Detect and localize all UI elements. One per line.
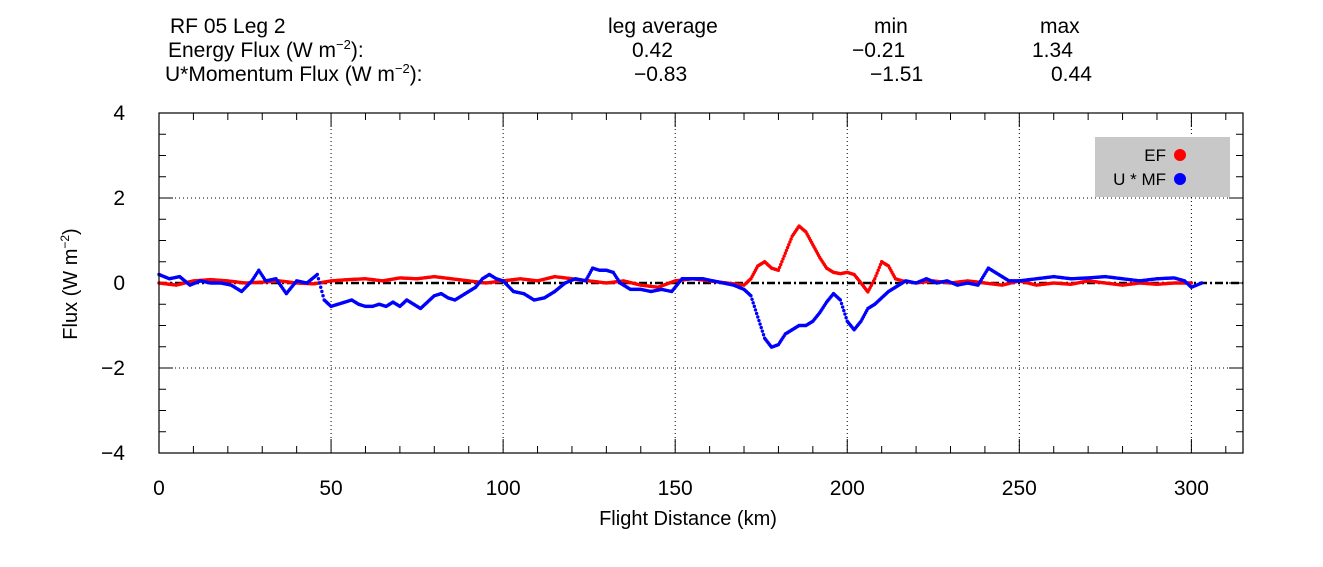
momentum-flux-min: −1.51 bbox=[870, 63, 923, 86]
tick-labels: 0 50 100 150 200 250 300 −4 −2 0 2 4 bbox=[101, 102, 1209, 500]
min-header: min bbox=[874, 15, 908, 38]
data-point bbox=[756, 315, 760, 319]
data-point bbox=[873, 277, 877, 281]
x-tick-label: 250 bbox=[1002, 477, 1037, 500]
x-tick-label: 200 bbox=[830, 477, 865, 500]
data-point bbox=[751, 301, 755, 305]
data-point bbox=[788, 240, 792, 244]
data-point bbox=[760, 329, 765, 333]
x-tick-label: 300 bbox=[1174, 477, 1209, 500]
data-point bbox=[843, 312, 847, 316]
series-umf bbox=[157, 266, 1204, 349]
series-points bbox=[157, 224, 1204, 349]
leg-title: RF 05 Leg 2 bbox=[170, 15, 286, 38]
y-axis-title: Flux (W m−2) bbox=[58, 228, 82, 339]
data-point bbox=[877, 265, 882, 270]
data-point bbox=[754, 311, 759, 316]
y-tick-label: −4 bbox=[101, 442, 125, 465]
x-axis-title: Flight Distance (km) bbox=[599, 508, 777, 530]
energy-flux-average: 0.42 bbox=[632, 39, 673, 62]
data-point bbox=[787, 243, 791, 247]
legend-umf-marker bbox=[1174, 173, 1186, 185]
data-point bbox=[1200, 281, 1204, 285]
data-point bbox=[316, 277, 321, 281]
data-point bbox=[783, 251, 788, 255]
x-tick-label: 150 bbox=[658, 477, 693, 500]
momentum-flux-label: U*Momentum Flux (W m−2): bbox=[165, 61, 423, 86]
data-point bbox=[758, 322, 762, 326]
data-point bbox=[776, 268, 781, 272]
data-point bbox=[789, 237, 793, 241]
legend-ef-marker bbox=[1174, 149, 1186, 161]
plot-frame bbox=[158, 112, 1244, 454]
data-point bbox=[839, 301, 844, 306]
data-point bbox=[1189, 281, 1194, 285]
data-point bbox=[321, 294, 325, 298]
data-point bbox=[749, 294, 753, 298]
axis-ticks bbox=[158, 112, 1243, 454]
data-point bbox=[750, 297, 754, 301]
data-point bbox=[781, 257, 785, 261]
data-point bbox=[779, 262, 783, 267]
data-point bbox=[753, 308, 758, 312]
y-tick-label: 4 bbox=[113, 102, 125, 125]
legend-ef-label: EF bbox=[1144, 146, 1166, 165]
energy-flux-min: −0.21 bbox=[852, 39, 905, 62]
data-point bbox=[759, 325, 763, 330]
data-point bbox=[752, 304, 757, 309]
energy-flux-label: Energy Flux (W m−2): bbox=[168, 37, 364, 62]
data-point bbox=[842, 308, 846, 313]
header-stats: RF 05 Leg 2 leg average min max Energy F… bbox=[165, 15, 1092, 86]
data-point bbox=[784, 248, 789, 253]
legend: EF U * MF bbox=[1095, 137, 1230, 197]
momentum-flux-max: 0.44 bbox=[1051, 63, 1092, 86]
data-point bbox=[320, 289, 324, 294]
data-point bbox=[777, 265, 782, 270]
x-tick-label: 100 bbox=[486, 477, 521, 500]
legend-background bbox=[1095, 137, 1230, 197]
x-tick-label: 50 bbox=[319, 477, 342, 500]
y-tick-label: 2 bbox=[113, 187, 125, 210]
data-point bbox=[840, 305, 845, 309]
y-tick-label: 0 bbox=[113, 272, 125, 295]
energy-flux-max: 1.34 bbox=[1032, 39, 1073, 62]
data-point bbox=[315, 272, 319, 277]
data-point bbox=[317, 281, 322, 285]
data-point bbox=[782, 254, 786, 258]
momentum-flux-average: −0.83 bbox=[634, 63, 687, 86]
max-header: max bbox=[1040, 15, 1080, 38]
y-tick-label: −2 bbox=[101, 357, 125, 380]
data-point bbox=[878, 262, 883, 267]
data-point bbox=[874, 274, 878, 278]
data-point bbox=[876, 268, 880, 272]
data-point bbox=[780, 260, 784, 264]
data-point bbox=[844, 316, 848, 320]
legend-umf-label: U * MF bbox=[1113, 170, 1166, 189]
data-point bbox=[838, 298, 843, 302]
data-point bbox=[757, 318, 761, 323]
data-point bbox=[319, 285, 323, 289]
data-point bbox=[785, 245, 790, 250]
leg-average-header: leg average bbox=[608, 15, 718, 38]
data-point bbox=[761, 333, 766, 337]
data-point bbox=[875, 271, 879, 275]
x-tick-label: 0 bbox=[153, 477, 165, 500]
